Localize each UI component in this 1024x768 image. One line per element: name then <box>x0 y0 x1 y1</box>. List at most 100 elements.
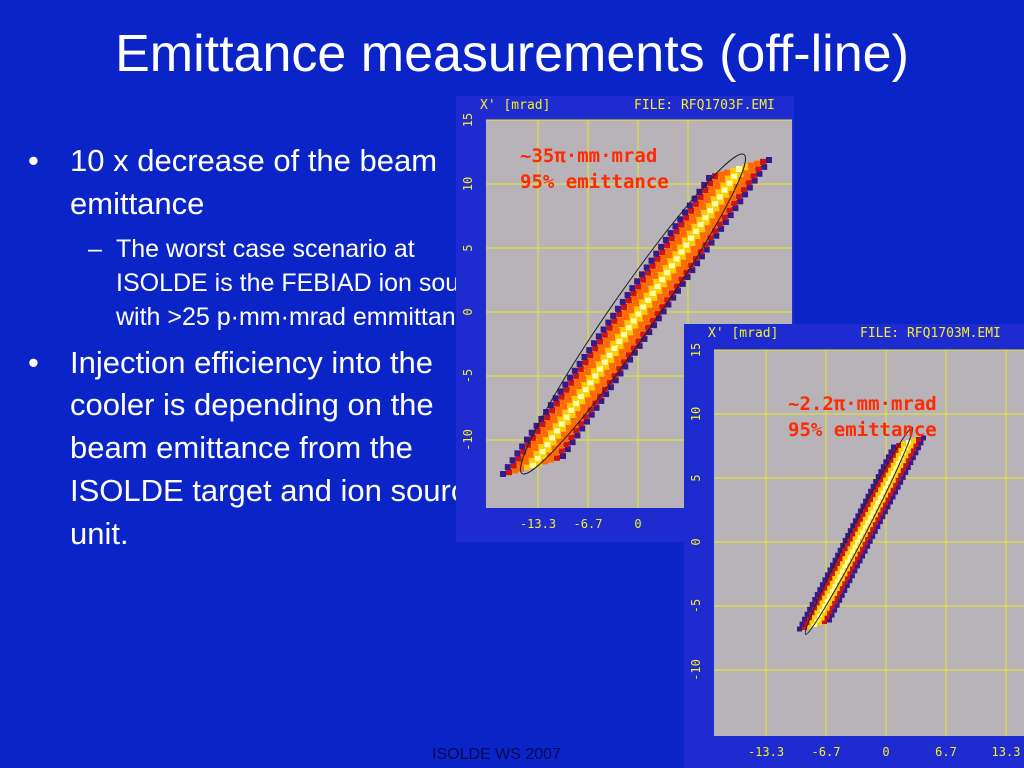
distribution-cell <box>885 487 891 493</box>
distribution-cell <box>827 575 833 581</box>
distribution-cell <box>625 297 632 304</box>
distribution-cell <box>908 451 914 457</box>
distribution-cell <box>809 601 815 607</box>
x-tick-label: -6.7 <box>574 517 603 531</box>
distribution-cell <box>561 430 568 437</box>
distribution-cell <box>895 451 901 457</box>
distribution-cell <box>725 174 732 181</box>
distribution-cell <box>646 301 653 308</box>
distribution-cell <box>865 535 871 541</box>
distribution-cell <box>689 267 696 274</box>
distribution-cell <box>593 350 600 357</box>
distribution-cell <box>857 558 863 564</box>
distribution-cell <box>703 246 710 253</box>
distribution-cell <box>713 178 720 185</box>
distribution-cell <box>595 360 602 367</box>
distribution-cell <box>872 528 878 534</box>
distribution-cell <box>658 298 665 305</box>
distribution-cell <box>638 271 645 278</box>
distribution-cell <box>885 471 891 477</box>
distribution-cell <box>827 567 833 573</box>
distribution-cell <box>921 435 926 441</box>
distribution-cell <box>880 505 886 511</box>
distribution-cell <box>609 334 616 341</box>
distribution-cell <box>627 356 634 363</box>
distribution-cell <box>670 294 677 301</box>
distribution-cell <box>852 543 858 549</box>
distribution-cell <box>712 173 718 180</box>
distribution-cell <box>725 201 732 208</box>
annotation-value: ~2.2π·mm·mrad <box>788 393 937 415</box>
distribution-cell <box>658 243 665 250</box>
distribution-cell <box>606 379 613 386</box>
distribution-cell <box>554 454 560 461</box>
distribution-cell <box>908 460 914 466</box>
distribution-cell <box>756 170 763 177</box>
distribution-cell <box>720 181 727 188</box>
distribution-cell <box>555 405 562 412</box>
distribution-cell <box>703 219 710 226</box>
distribution-cell <box>564 446 571 453</box>
distribution-cell <box>597 338 604 345</box>
distribution-cell <box>804 611 810 617</box>
distribution-cell <box>582 413 589 420</box>
distribution-cell <box>564 391 571 398</box>
distribution-cell <box>827 617 832 623</box>
distribution-cell <box>594 382 601 389</box>
distribution-cell <box>905 465 911 471</box>
distribution-cell <box>557 415 564 422</box>
distribution-cell <box>819 615 825 621</box>
distribution-cell <box>721 213 728 220</box>
distribution-cell <box>571 394 578 401</box>
distribution-cell <box>548 456 554 463</box>
distribution-cell <box>652 300 659 307</box>
distribution-cell <box>885 479 891 485</box>
distribution-cell <box>898 471 904 477</box>
distribution-cell <box>893 481 899 487</box>
distribution-cell <box>824 597 830 603</box>
distribution-cell <box>623 341 630 348</box>
distribution-cell <box>708 239 715 246</box>
x-tick-label: -13.3 <box>748 745 784 759</box>
bullet-item: • 10 x decrease of the beam emittance <box>28 140 498 226</box>
distribution-cell <box>636 315 643 322</box>
distribution-cell <box>605 373 612 380</box>
distribution-cell <box>852 559 858 565</box>
distribution-cell <box>595 387 602 394</box>
distribution-cell <box>840 551 846 557</box>
plot-axis-label: X' [mrad] <box>480 98 551 113</box>
distribution-cell <box>612 322 619 329</box>
distribution-cell <box>585 396 592 403</box>
distribution-cell <box>721 186 728 193</box>
distribution-cell <box>648 284 655 291</box>
distribution-cell <box>857 516 863 522</box>
distribution-cell <box>865 502 871 508</box>
distribution-cell <box>868 497 874 503</box>
distribution-cell <box>654 255 661 262</box>
distribution-cell <box>890 461 896 467</box>
distribution-cell <box>679 253 686 260</box>
distribution-cell <box>844 574 850 580</box>
annotation-caption: 95% emittance <box>520 170 669 193</box>
distribution-cell <box>523 436 530 443</box>
distribution-cell <box>718 171 724 178</box>
distribution-cell <box>715 215 722 222</box>
distribution-cell <box>827 592 833 598</box>
distribution-cell <box>880 480 886 486</box>
distribution-cell <box>837 597 843 603</box>
distribution-cell <box>915 445 921 451</box>
distribution-cell <box>575 410 582 417</box>
distribution-cell <box>905 456 911 462</box>
distribution-cell <box>832 607 838 613</box>
distribution-cell <box>615 360 622 367</box>
distribution-cell <box>862 506 868 512</box>
distribution-cell <box>654 310 661 317</box>
distribution-cell <box>677 270 684 277</box>
distribution-cell <box>887 499 893 505</box>
distribution-cell <box>536 460 542 467</box>
distribution-cell <box>665 274 672 281</box>
distribution-cell <box>613 327 620 334</box>
distribution-cell <box>834 569 840 575</box>
distribution-cell <box>827 584 833 590</box>
